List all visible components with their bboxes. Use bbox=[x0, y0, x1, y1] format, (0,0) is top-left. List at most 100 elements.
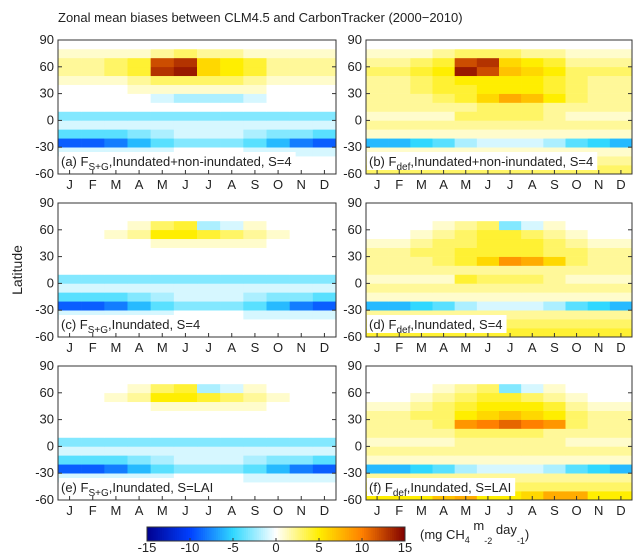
heat-cell bbox=[543, 102, 566, 112]
heat-cell bbox=[521, 410, 544, 420]
colorbar-swatch bbox=[402, 527, 406, 541]
heat-cell bbox=[565, 75, 588, 85]
heat-cell bbox=[197, 410, 221, 420]
colorbar-swatch bbox=[327, 527, 331, 541]
heat-cell bbox=[220, 265, 244, 275]
heat-cell bbox=[243, 238, 267, 248]
heat-cell bbox=[454, 57, 478, 68]
heat-cell bbox=[127, 437, 151, 447]
heat-cell bbox=[58, 93, 82, 103]
heat-cell bbox=[410, 455, 433, 465]
heat-cell bbox=[476, 283, 500, 293]
heat-cell bbox=[104, 238, 128, 248]
y-tick-label: 60 bbox=[40, 59, 54, 74]
heat-cell bbox=[432, 283, 455, 293]
heat-cell bbox=[220, 256, 244, 266]
heat-cell bbox=[543, 328, 566, 338]
heat-cell bbox=[476, 120, 500, 130]
heat-cell bbox=[173, 238, 198, 248]
heat-cell bbox=[565, 138, 588, 148]
colorbar-swatch bbox=[207, 527, 210, 541]
heat-cell bbox=[543, 374, 566, 385]
heat-cell bbox=[521, 40, 544, 50]
heat-cell bbox=[266, 473, 290, 483]
heat-cell bbox=[410, 147, 433, 157]
heat-cell bbox=[58, 473, 82, 483]
heat-cell bbox=[220, 66, 244, 77]
heat-cell bbox=[127, 473, 151, 483]
heat-cell bbox=[81, 229, 105, 240]
heat-cell bbox=[197, 247, 221, 257]
colorbar-swatch bbox=[190, 527, 193, 541]
heat-cell bbox=[366, 419, 389, 429]
heat-cell bbox=[197, 238, 221, 248]
colorbar-swatch bbox=[245, 527, 249, 541]
heat-cell bbox=[366, 401, 389, 411]
y-tick-label: 0 bbox=[47, 275, 54, 290]
heat-cell bbox=[289, 446, 314, 456]
heat-cell bbox=[220, 310, 244, 320]
heat-cell bbox=[312, 84, 337, 94]
x-tick-label: J bbox=[485, 503, 492, 518]
colorbar-swatch bbox=[157, 527, 161, 541]
heat-cell bbox=[173, 283, 198, 293]
heat-cell bbox=[58, 102, 82, 112]
heat-cell bbox=[476, 274, 500, 284]
heat-cell bbox=[587, 374, 611, 385]
heat-cell bbox=[104, 473, 128, 483]
heat-cell bbox=[543, 57, 566, 68]
heat-cell bbox=[521, 220, 544, 231]
heat-cell bbox=[543, 66, 566, 77]
heat-cell bbox=[127, 111, 151, 121]
heat-cell bbox=[432, 111, 455, 121]
panel-label-part: (a) F bbox=[61, 154, 89, 169]
heat-cell bbox=[565, 392, 588, 403]
heat-cell bbox=[58, 40, 82, 50]
heat-cell bbox=[565, 464, 588, 474]
heat-cell bbox=[476, 428, 500, 438]
heat-cell bbox=[58, 75, 82, 85]
heat-cell bbox=[289, 247, 314, 257]
heat-cell bbox=[366, 265, 389, 275]
panel-label-part: (e) F bbox=[61, 480, 89, 495]
x-tick-label: N bbox=[594, 503, 603, 518]
heat-cell bbox=[565, 482, 588, 492]
heat-cell bbox=[243, 256, 267, 266]
colorbar-swatch bbox=[291, 527, 294, 541]
heat-cell bbox=[58, 464, 82, 474]
colorbar-swatch bbox=[248, 527, 251, 541]
heat-cell bbox=[454, 138, 478, 148]
x-tick-label: M bbox=[157, 340, 168, 355]
heat-cell bbox=[543, 229, 566, 240]
heat-cell bbox=[173, 93, 198, 103]
heat-cell bbox=[454, 301, 478, 311]
heat-cell bbox=[388, 120, 411, 130]
colorbar-swatch bbox=[192, 527, 195, 541]
heat-cell bbox=[521, 292, 544, 302]
heat-cell bbox=[499, 328, 522, 338]
heat-cell bbox=[410, 301, 433, 311]
y-tick-label: -60 bbox=[35, 492, 54, 507]
heat-cell bbox=[609, 491, 633, 501]
heat-cell bbox=[197, 211, 221, 222]
heat-cell bbox=[366, 410, 389, 420]
colorbar-swatch bbox=[254, 527, 258, 541]
heat-cell bbox=[220, 464, 244, 474]
heat-cell bbox=[543, 40, 566, 50]
heat-cell bbox=[565, 366, 588, 376]
colorbar-swatch bbox=[359, 527, 363, 541]
x-tick-label: S bbox=[251, 340, 260, 355]
x-tick-label: O bbox=[572, 340, 582, 355]
heat-cell bbox=[388, 147, 411, 157]
heat-cell bbox=[81, 120, 105, 130]
heat-cell bbox=[587, 84, 611, 94]
heat-cell bbox=[58, 57, 82, 68]
heat-cell bbox=[81, 437, 105, 447]
colorbar-unit-part: 4 bbox=[465, 535, 470, 545]
heat-cell bbox=[366, 392, 389, 403]
heat-cell bbox=[587, 383, 611, 394]
heat-cell bbox=[587, 401, 611, 411]
heat-cell bbox=[289, 220, 314, 231]
panel-label: (e) FS+G,Inundated, S=LAI bbox=[61, 480, 213, 499]
heat-cell bbox=[609, 129, 633, 139]
